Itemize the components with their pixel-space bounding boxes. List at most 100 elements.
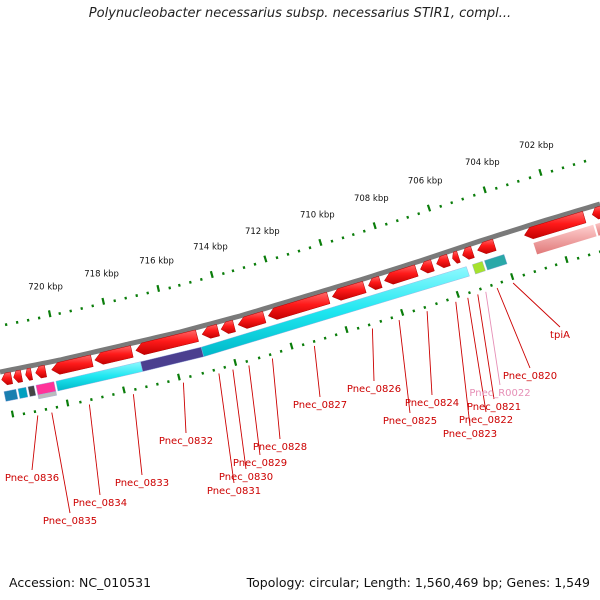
backbone-layer xyxy=(0,201,600,375)
scale-tick xyxy=(80,306,84,310)
lower-tick xyxy=(423,305,427,310)
gene-track xyxy=(1,205,600,386)
gene-label: Pnec_0830 xyxy=(219,472,273,483)
lower-tick xyxy=(390,316,394,320)
lower-tick-major xyxy=(289,342,294,350)
lower-tick xyxy=(500,280,504,284)
lower-tick xyxy=(33,410,37,414)
leader-line xyxy=(88,404,101,496)
leader-line xyxy=(313,345,321,398)
scale-label: 712 kbp xyxy=(245,227,280,237)
cds-track xyxy=(3,254,508,402)
scale-tick xyxy=(439,204,443,208)
cds-block xyxy=(17,386,29,399)
gene-arrow xyxy=(452,250,461,264)
gene-label: Pnec_0833 xyxy=(115,478,169,489)
lower-tick xyxy=(257,356,261,360)
scale-tick xyxy=(146,291,150,295)
lower-tick xyxy=(22,412,26,416)
scale-label: 702 kbp xyxy=(519,141,554,151)
scale-tick xyxy=(221,272,225,276)
cds-block xyxy=(472,261,486,275)
map-title: Polynucleobacter necessarius subsp. nece… xyxy=(88,6,512,21)
scale-tick xyxy=(330,239,334,243)
scale-tick-major xyxy=(47,310,52,318)
scale-tick xyxy=(135,294,139,298)
lower-tick xyxy=(412,309,416,313)
gene-label: Pnec_0822 xyxy=(459,415,513,426)
scale-tick xyxy=(253,262,257,266)
scale-tick xyxy=(37,316,41,320)
scale-label: 704 kbp xyxy=(465,158,500,168)
gene-arrow xyxy=(267,291,331,320)
cds-block xyxy=(3,388,19,402)
scale-tick xyxy=(26,318,30,322)
scale-tick xyxy=(275,256,279,260)
lower-tick-major xyxy=(10,410,15,418)
leader-line xyxy=(51,412,71,514)
lower-tick-major xyxy=(122,386,126,394)
leader-line xyxy=(132,394,143,476)
lower-tick xyxy=(367,323,371,327)
gene-arrow xyxy=(420,259,435,274)
scale-tick xyxy=(308,246,312,250)
gene-arrow xyxy=(524,210,587,240)
lower-tick xyxy=(379,319,383,323)
scale-tick xyxy=(561,166,565,170)
lower-tick xyxy=(312,339,316,343)
leader-line xyxy=(512,282,561,328)
genome-summary-text: Topology: circular; Length: 1,560,469 bp… xyxy=(246,575,590,590)
leader-line xyxy=(485,291,501,386)
leader-line xyxy=(426,311,433,396)
leader-line xyxy=(455,301,471,427)
lower-tick xyxy=(434,302,438,306)
scale-tick xyxy=(231,269,235,273)
gene-arrow xyxy=(237,310,267,329)
lower-tick-major xyxy=(177,373,181,381)
scale-tick xyxy=(15,320,19,324)
lower-tick xyxy=(134,387,137,391)
scale-label: 710 kbp xyxy=(300,211,335,221)
scale-tick xyxy=(69,309,73,313)
lower-tick xyxy=(112,392,115,396)
cds-block xyxy=(27,385,37,397)
gene-label: Pnec_0829 xyxy=(233,458,287,469)
cds-block xyxy=(484,254,508,271)
gene-arrow xyxy=(368,275,383,290)
leader-line xyxy=(398,320,411,414)
lower-tick xyxy=(55,405,59,409)
gene-arrow xyxy=(384,264,419,285)
leader-line xyxy=(271,358,281,440)
lower-tick xyxy=(201,371,205,375)
scale-tick xyxy=(168,286,172,290)
lower-tick-major xyxy=(564,255,569,264)
gene-label: Pnec_0823 xyxy=(443,429,497,440)
lower-tick xyxy=(212,368,216,372)
gene-arrow xyxy=(35,364,47,379)
scale-tick-major xyxy=(209,270,214,279)
scale-tick xyxy=(113,299,117,303)
scale-tick xyxy=(417,212,421,216)
rna-feature xyxy=(533,224,597,255)
scale-tick xyxy=(384,222,388,226)
scale-tick xyxy=(550,169,554,173)
scale-labels: 702 kbp 704 kbp 706 kbp 708 kbp 710 kbp 712 k… xyxy=(28,141,553,293)
lower-tick xyxy=(101,395,104,399)
lower-tick xyxy=(279,349,283,353)
leader-line xyxy=(371,328,375,382)
gene-arrow xyxy=(94,345,134,365)
lower-tick xyxy=(301,343,305,347)
scale-tick-major xyxy=(101,297,106,305)
scale-ticks xyxy=(4,159,600,418)
lower-tick xyxy=(587,253,591,257)
lower-tick xyxy=(334,333,338,337)
gene-arrow xyxy=(436,253,451,269)
gene-label: Pnec_0827 xyxy=(293,400,347,411)
scale-tick xyxy=(341,236,345,240)
scale-label: 714 kbp xyxy=(193,242,228,252)
scale-tick xyxy=(188,280,192,284)
scale-tick-major xyxy=(538,168,543,177)
scale-tick xyxy=(516,179,520,183)
gene-arrow xyxy=(25,367,33,381)
scale-tick xyxy=(472,193,476,197)
